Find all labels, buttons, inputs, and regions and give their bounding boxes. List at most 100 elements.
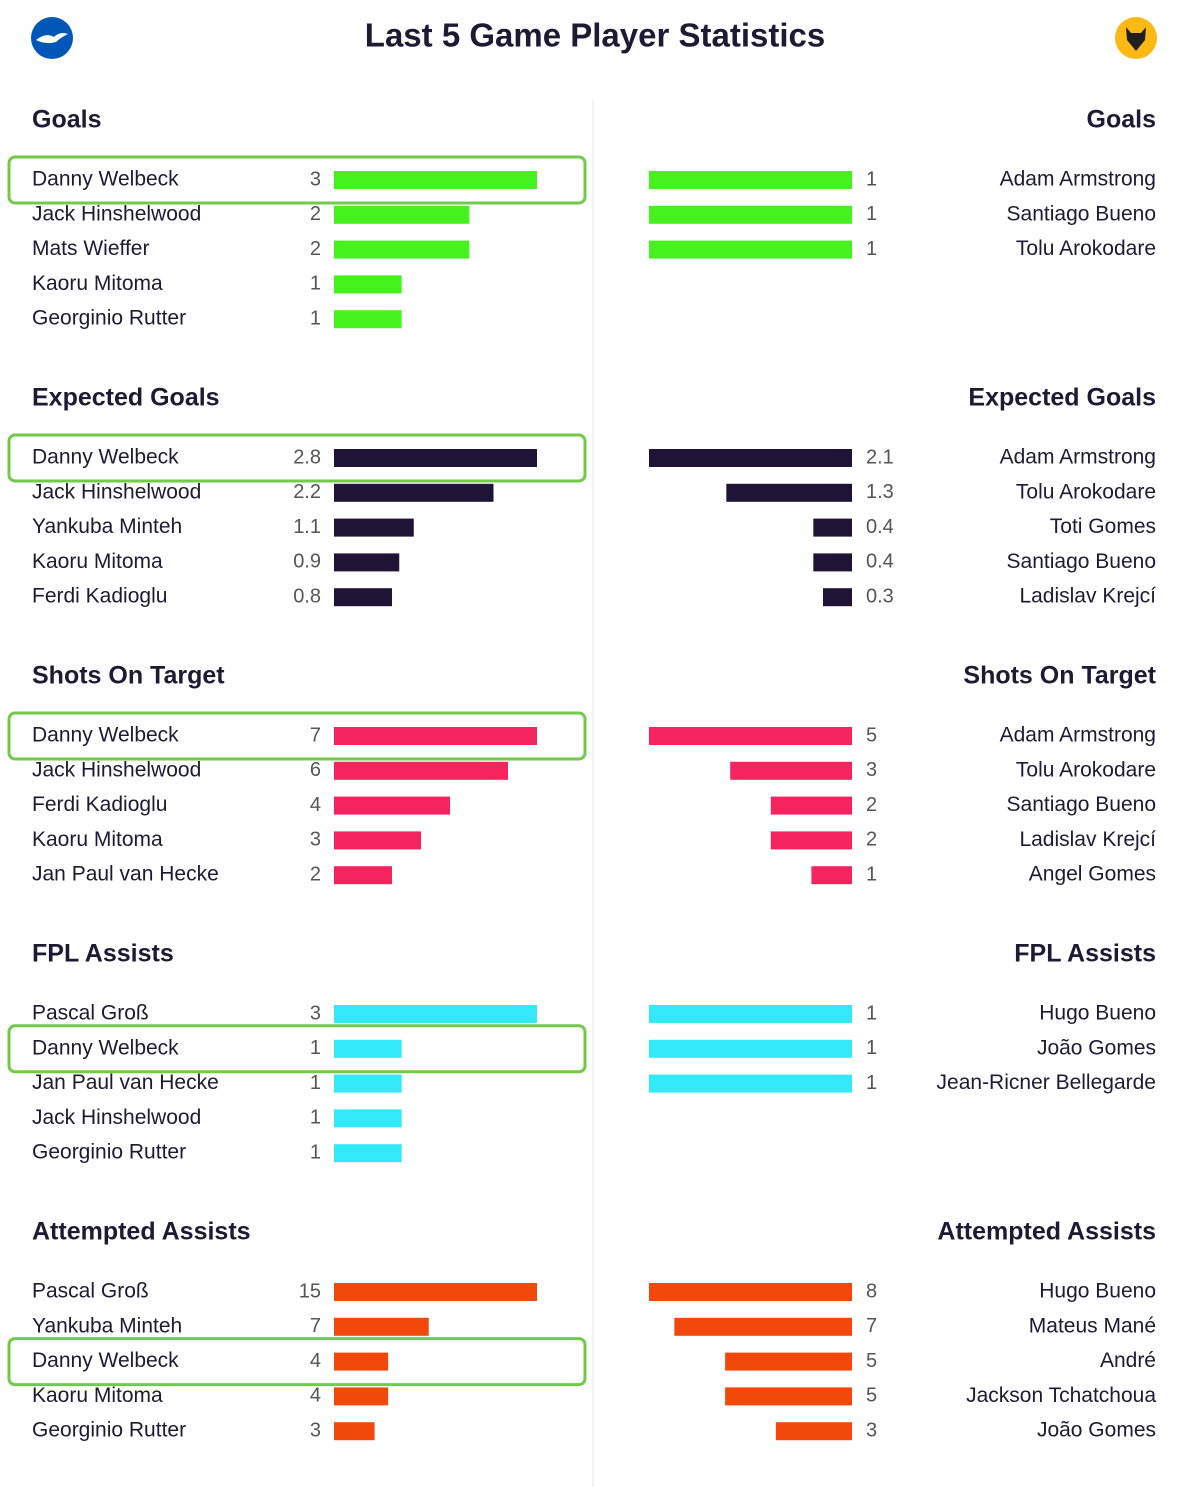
bar <box>674 1317 852 1336</box>
player-name: Jan Paul van Hecke <box>32 1071 219 1094</box>
player-name: Danny Welbeck <box>32 446 179 469</box>
player-name: Angel Gomes <box>1029 863 1156 886</box>
bar <box>649 1074 852 1093</box>
player-name: André <box>1100 1349 1156 1372</box>
bar <box>334 1352 389 1371</box>
value-label: 4 <box>310 794 321 816</box>
section-title: FPL Assists <box>32 940 174 968</box>
value-label: 2.2 <box>293 481 321 503</box>
bar <box>334 449 537 467</box>
page-title: Last 5 Game Player Statistics <box>365 17 825 54</box>
player-name: Kaoru Mitoma <box>32 272 163 295</box>
highlight-box <box>7 433 587 483</box>
wolves-logo <box>1115 17 1157 59</box>
player-name: Yankuba Minteh <box>32 1314 182 1337</box>
value-label: 3 <box>866 1419 877 1441</box>
player-name: Ferdi Kadioglu <box>32 793 167 816</box>
value-label: 7 <box>310 724 321 746</box>
player-name: Yankuba Minteh <box>32 515 182 538</box>
value-label: 7 <box>310 1315 321 1337</box>
bar <box>334 761 508 780</box>
bar <box>649 1283 852 1301</box>
value-label: 2.8 <box>293 446 321 468</box>
bar <box>823 588 852 607</box>
bar <box>334 240 470 259</box>
section-title: FPL Assists <box>1014 940 1156 968</box>
section-title: Shots On Target <box>32 662 225 690</box>
bar <box>649 727 852 745</box>
player-name: Ladislav Krejcí <box>1019 585 1156 608</box>
player-name: Santiago Bueno <box>1007 550 1156 573</box>
bar <box>334 1074 402 1093</box>
value-label: 15 <box>299 1280 321 1302</box>
value-label: 1 <box>310 1072 321 1094</box>
player-name: Georginio Rutter <box>32 1141 186 1164</box>
value-label: 8 <box>866 1280 877 1302</box>
bar <box>770 796 852 815</box>
player-name: Adam Armstrong <box>1000 168 1156 191</box>
value-label: 0.4 <box>866 551 894 573</box>
bar <box>334 553 400 572</box>
bar <box>334 866 392 885</box>
value-label: 5 <box>866 1350 877 1372</box>
value-label: 5 <box>866 724 877 746</box>
section-title: Attempted Assists <box>32 1218 251 1246</box>
bar <box>334 588 392 607</box>
player-name: Danny Welbeck <box>32 168 179 191</box>
bar <box>334 727 537 745</box>
bar <box>813 518 852 537</box>
value-label: 0.4 <box>866 516 894 538</box>
value-label: 3 <box>310 829 321 851</box>
value-label: 3 <box>310 1419 321 1441</box>
player-name: Jackson Tchatchoua <box>966 1384 1156 1407</box>
bar <box>334 483 494 502</box>
value-label: 2 <box>866 794 877 816</box>
value-label: 3 <box>310 168 321 190</box>
bar <box>725 1352 852 1371</box>
bar <box>334 1422 375 1441</box>
section-title: Shots On Target <box>963 662 1156 690</box>
bar <box>649 1005 852 1023</box>
bar <box>334 1109 402 1128</box>
value-label: 0.9 <box>293 551 321 573</box>
bar <box>334 831 421 850</box>
player-name: Ladislav Krejcí <box>1019 828 1156 851</box>
highlight-box <box>7 1337 587 1387</box>
bar <box>334 171 537 189</box>
value-label: 1.3 <box>866 481 894 503</box>
player-name: Tolu Arokodare <box>1016 480 1156 503</box>
player-name: Georginio Rutter <box>32 1419 186 1442</box>
value-label: 1.1 <box>293 516 321 538</box>
highlight-box <box>7 711 587 761</box>
value-label: 3 <box>310 1002 321 1024</box>
value-label: 1 <box>866 1002 877 1024</box>
player-name: Tolu Arokodare <box>1016 237 1156 260</box>
bar <box>334 1005 537 1023</box>
player-name: Danny Welbeck <box>32 1036 179 1059</box>
bar <box>334 1039 402 1058</box>
player-name: Toti Gomes <box>1050 515 1156 538</box>
value-label: 4 <box>310 1385 321 1407</box>
highlight-box <box>7 155 587 205</box>
bar <box>334 1387 389 1406</box>
bar <box>334 518 414 537</box>
value-label: 7 <box>866 1315 877 1337</box>
value-label: 1 <box>310 1037 321 1059</box>
player-name: Danny Welbeck <box>32 724 179 747</box>
player-name: Hugo Bueno <box>1039 1280 1156 1303</box>
brighton-logo <box>31 17 73 59</box>
bar <box>649 205 852 224</box>
player-name: Danny Welbeck <box>32 1349 179 1372</box>
section-title: Goals <box>32 106 101 134</box>
player-name: João Gomes <box>1037 1419 1156 1442</box>
value-label: 6 <box>310 759 321 781</box>
section-title: Attempted Assists <box>937 1218 1156 1246</box>
bar <box>725 1387 852 1406</box>
player-name: Jean-Ricner Bellegarde <box>937 1071 1156 1094</box>
section-title: Expected Goals <box>32 384 220 412</box>
value-label: 1 <box>866 238 877 260</box>
player-name: Kaoru Mitoma <box>32 828 163 851</box>
value-label: 5 <box>866 1385 877 1407</box>
bar <box>813 553 852 572</box>
bar <box>811 866 852 885</box>
